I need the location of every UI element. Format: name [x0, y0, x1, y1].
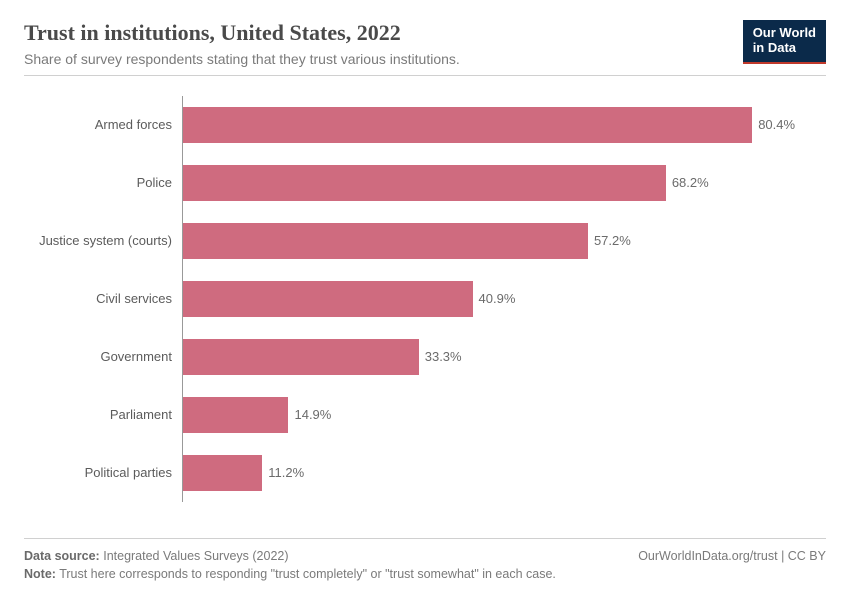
attribution: OurWorldInData.org/trust | CC BY: [638, 547, 826, 566]
bar-label: Civil services: [24, 291, 182, 306]
bar-label: Police: [24, 175, 182, 190]
chart-subtitle: Share of survey respondents stating that…: [24, 50, 743, 68]
bar: [183, 455, 262, 491]
bar: [183, 339, 419, 375]
note-text: Trust here corresponds to responding "tr…: [59, 567, 556, 581]
bar-value: 80.4%: [758, 117, 795, 132]
owid-logo: Our World in Data: [743, 20, 826, 64]
bar-track: 11.2%: [182, 444, 806, 502]
bar-track: 40.9%: [182, 270, 806, 328]
bar-label: Justice system (courts): [24, 233, 182, 248]
bar-track: 68.2%: [182, 154, 806, 212]
bar-label: Armed forces: [24, 117, 182, 132]
bar: [183, 107, 752, 143]
chart-title: Trust in institutions, United States, 20…: [24, 20, 743, 46]
bar-row: Parliament 14.9%: [24, 386, 806, 444]
bar-row: Armed forces 80.4%: [24, 96, 806, 154]
chart-footer: Data source: Integrated Values Surveys (…: [24, 538, 826, 585]
footer-row-1: Data source: Integrated Values Surveys (…: [24, 547, 826, 566]
source-prefix: Data source:: [24, 549, 100, 563]
bar-label: Government: [24, 349, 182, 364]
note-prefix: Note:: [24, 567, 56, 581]
bar: [183, 397, 288, 433]
bar-label: Political parties: [24, 465, 182, 480]
data-source: Data source: Integrated Values Surveys (…: [24, 547, 289, 566]
footer-note: Note: Trust here corresponds to respondi…: [24, 565, 826, 584]
bar-row: Government 33.3%: [24, 328, 806, 386]
bar-value: 11.2%: [268, 465, 304, 480]
bar-row: Justice system (courts) 57.2%: [24, 212, 806, 270]
bar-row: Civil services 40.9%: [24, 270, 806, 328]
bar-value: 68.2%: [672, 175, 709, 190]
bar-value: 57.2%: [594, 233, 631, 248]
bar-row: Police 68.2%: [24, 154, 806, 212]
bar-value: 40.9%: [479, 291, 516, 306]
bar: [183, 223, 588, 259]
bar-track: 33.3%: [182, 328, 806, 386]
chart-container: Trust in institutions, United States, 20…: [0, 0, 850, 600]
bar-value: 14.9%: [294, 407, 331, 422]
chart-area: Armed forces 80.4% Police 68.2% Justice syst…: [24, 86, 826, 538]
bar-label: Parliament: [24, 407, 182, 422]
bar-value: 33.3%: [425, 349, 462, 364]
bar-track: 80.4%: [182, 96, 806, 154]
title-block: Trust in institutions, United States, 20…: [24, 20, 743, 69]
bar-row: Political parties 11.2%: [24, 444, 806, 502]
bar: [183, 281, 473, 317]
bar-track: 14.9%: [182, 386, 806, 444]
bar: [183, 165, 666, 201]
bar-track: 57.2%: [182, 212, 806, 270]
chart-header: Trust in institutions, United States, 20…: [24, 20, 826, 76]
source-text: Integrated Values Surveys (2022): [103, 549, 288, 563]
